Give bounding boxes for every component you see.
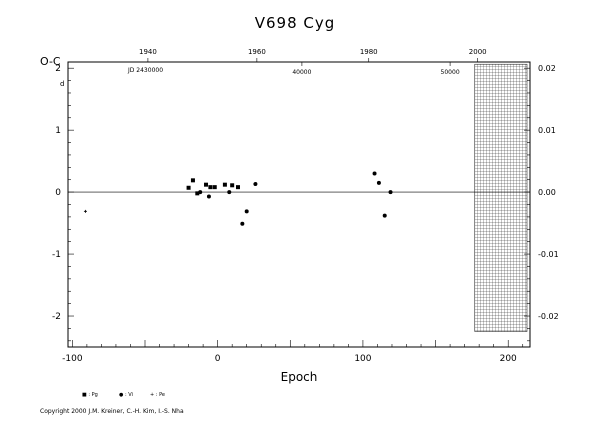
legend-symbol-pe: +	[150, 392, 155, 398]
point-vi	[382, 213, 387, 218]
point-pg	[204, 182, 209, 187]
x-tick-label: 0	[215, 354, 221, 364]
jd-axis-label: JD 2430000	[128, 67, 164, 74]
chart-title: V698 Cyg	[254, 14, 336, 32]
point-pg	[186, 185, 191, 190]
point-vi	[240, 221, 245, 226]
y-axis-label: O-C	[40, 55, 61, 68]
point-vi	[227, 190, 232, 195]
year-tick-label: 1980	[360, 48, 378, 56]
y2-tick-label: 0.00	[538, 188, 556, 197]
point-pg	[190, 178, 195, 183]
legend-item-pe: + : Pe	[150, 392, 165, 398]
jd-tick-label: 40000	[292, 69, 311, 76]
y-tick-label: 1	[55, 126, 61, 136]
point-pg	[195, 191, 200, 196]
y-unit-superscript: d	[60, 80, 65, 88]
y-tick-label: -1	[52, 250, 61, 260]
legend-symbol-pg: ■	[82, 392, 87, 398]
point-pe	[83, 209, 87, 213]
x-tick-label: 200	[500, 354, 517, 364]
year-tick-label: 1960	[248, 48, 266, 56]
x-tick-label: -100	[62, 354, 83, 364]
point-pg	[235, 185, 240, 190]
legend-symbol-vi: ●	[119, 392, 124, 398]
point-pg	[212, 185, 217, 190]
legend-item-pg: ■ : Pg	[82, 392, 98, 398]
year-tick-label: 2000	[469, 48, 487, 56]
legend-label-pg: : Pg	[88, 392, 98, 398]
year-tick-label: 1940	[139, 48, 157, 56]
legend-label-pe: : Pe	[155, 392, 165, 398]
point-pg	[222, 182, 227, 187]
point-vi	[244, 209, 249, 214]
y-tick-label: 0	[55, 188, 61, 198]
x-tick-label: 100	[354, 354, 371, 364]
legend-item-vi: ● : Vi	[119, 392, 133, 398]
point-vi	[376, 180, 381, 185]
point-vi	[198, 190, 203, 195]
hatched-region	[474, 63, 528, 332]
x-axis-label: Epoch	[281, 370, 318, 384]
point-vi	[372, 171, 377, 176]
legend-label-vi: : Vi	[124, 392, 133, 398]
y2-tick-label: 0.02	[538, 64, 556, 73]
point-vi	[253, 182, 258, 187]
plot-frame	[67, 61, 531, 348]
y2-tick-label: 0.01	[538, 126, 556, 135]
jd-tick-label: 50000	[441, 69, 460, 76]
point-pg	[208, 185, 213, 190]
point-pg	[230, 183, 235, 188]
y-tick-label: 2	[55, 64, 61, 74]
point-vi	[206, 194, 211, 199]
y-tick-label: -2	[52, 312, 61, 322]
copyright-text: Copyright 2000 J.M. Kreiner, C.-H. Kim, …	[40, 408, 184, 415]
point-vi	[388, 190, 393, 195]
y2-tick-label: -0.02	[538, 312, 559, 321]
y2-tick-label: -0.01	[538, 250, 559, 259]
